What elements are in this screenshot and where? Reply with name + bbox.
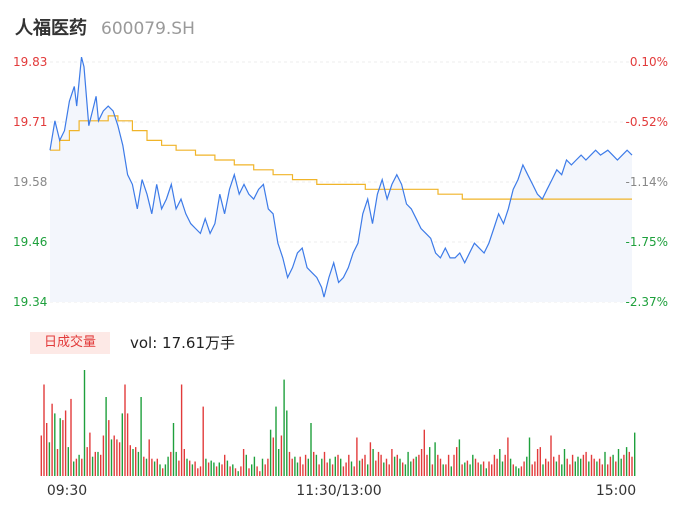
time-tick-label: 15:00 <box>596 483 636 499</box>
percent-tick-label: -1.14% <box>626 175 668 189</box>
price-area-fill <box>50 57 632 302</box>
price-tick-label: 19.71 <box>13 115 47 129</box>
time-tick-label: 11:30/13:00 <box>296 483 381 499</box>
price-tick-label: 19.34 <box>13 295 47 309</box>
time-axis-labels: 09:30 11:30/13:00 15:00 <box>47 483 636 499</box>
price-axis-labels: 19.83 19.71 19.58 19.46 19.34 <box>13 55 47 309</box>
stock-code: 600079.SH <box>101 19 195 39</box>
price-tick-label: 19.46 <box>13 235 47 249</box>
percent-tick-label: -1.75% <box>626 235 668 249</box>
average-price-line <box>50 115 632 200</box>
stock-name: 人福医药 <box>15 18 87 39</box>
time-tick-label: 09:30 <box>47 483 87 499</box>
price-tick-label: 19.83 <box>13 55 47 69</box>
volume-badge: 日成交量 <box>30 332 110 354</box>
volume-bars <box>40 370 636 476</box>
percent-tick-label: -0.52% <box>626 115 668 129</box>
percent-axis-labels: 0.10% -0.52% -1.14% -1.75% -2.37% <box>626 55 668 309</box>
price-tick-label: 19.58 <box>13 175 47 189</box>
percent-tick-label: 0.10% <box>630 55 668 69</box>
price-line <box>49 56 633 298</box>
volume-value: vol: 17.61万手 <box>130 334 235 352</box>
percent-tick-label: -2.37% <box>626 295 668 309</box>
stock-header: 人福医药 600079.SH <box>15 14 195 39</box>
